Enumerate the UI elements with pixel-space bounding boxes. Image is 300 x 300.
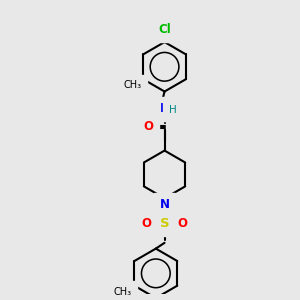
Text: S: S bbox=[160, 218, 170, 230]
Text: O: O bbox=[143, 120, 153, 133]
Text: O: O bbox=[142, 218, 152, 230]
Text: CH₃: CH₃ bbox=[113, 287, 131, 297]
Text: Cl: Cl bbox=[158, 23, 171, 36]
Text: O: O bbox=[178, 218, 188, 230]
Text: N: N bbox=[160, 103, 170, 116]
Text: H: H bbox=[169, 105, 176, 116]
Text: CH₃: CH₃ bbox=[124, 80, 142, 90]
Text: N: N bbox=[160, 198, 170, 211]
